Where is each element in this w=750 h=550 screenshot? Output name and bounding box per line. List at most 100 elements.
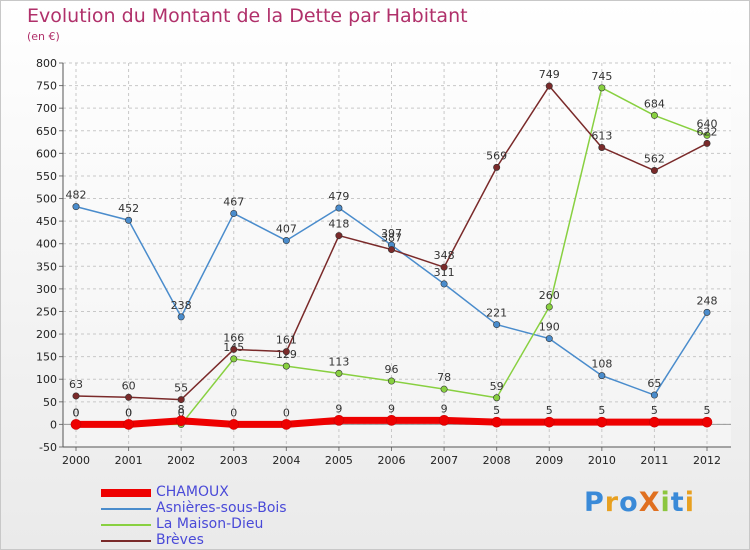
data-label-chamoux: 5 xyxy=(651,404,658,417)
data-label-asnieres-sous-bois: 65 xyxy=(647,377,661,390)
data-label-breves: 749 xyxy=(539,68,560,81)
data-label-chamoux: 5 xyxy=(704,404,711,417)
plot-area xyxy=(63,63,731,447)
legend-label-breves: Brèves xyxy=(156,532,204,548)
x-tick-label: 2011 xyxy=(640,454,668,467)
proxiti-logo: ProXiti xyxy=(584,487,695,518)
data-label-chamoux: 5 xyxy=(546,404,553,417)
data-label-asnieres-sous-bois: 407 xyxy=(276,223,297,236)
data-point-asnieres-sous-bois xyxy=(598,372,606,380)
data-label-breves: 63 xyxy=(69,378,83,391)
data-label-la-maison-dieu: 0 xyxy=(178,406,185,419)
data-label-la-maison-dieu: 0 xyxy=(125,406,132,419)
x-tick-label: 2002 xyxy=(167,454,195,467)
data-point-breves xyxy=(703,139,711,147)
data-label-breves: 161 xyxy=(276,334,297,347)
y-tick-label: 150 xyxy=(36,351,57,364)
data-label-breves: 569 xyxy=(486,149,507,162)
data-label-asnieres-sous-bois: 108 xyxy=(591,358,612,371)
y-tick-label: 600 xyxy=(36,147,57,160)
data-point-asnieres-sous-bois xyxy=(493,321,501,329)
data-point-chamoux xyxy=(701,416,713,428)
x-tick-label: 2003 xyxy=(220,454,248,467)
x-tick-label: 2010 xyxy=(588,454,616,467)
data-point-chamoux xyxy=(438,415,450,426)
data-point-breves xyxy=(440,263,448,271)
data-label-la-maison-dieu: 260 xyxy=(539,289,560,302)
data-point-chamoux xyxy=(543,416,555,428)
data-point-asnieres-sous-bois xyxy=(282,237,290,245)
data-label-breves: 418 xyxy=(328,218,349,231)
data-point-breves xyxy=(125,393,133,401)
y-tick-label: 400 xyxy=(36,238,57,251)
data-point-asnieres-sous-bois xyxy=(125,216,133,224)
data-label-breves: 55 xyxy=(174,382,188,395)
legend-swatch-breves xyxy=(101,540,151,542)
data-point-la-maison-dieu xyxy=(545,303,553,311)
data-label-breves: 348 xyxy=(434,249,455,262)
data-point-chamoux xyxy=(70,419,82,430)
data-label-asnieres-sous-bois: 452 xyxy=(118,202,139,215)
data-label-asnieres-sous-bois: 467 xyxy=(223,195,244,208)
data-label-chamoux: 9 xyxy=(388,402,395,415)
data-label-asnieres-sous-bois: 397 xyxy=(381,227,402,240)
logo-letter: r xyxy=(604,487,620,518)
data-point-la-maison-dieu xyxy=(650,111,658,119)
data-point-la-maison-dieu xyxy=(493,394,501,402)
x-tick-label: 2008 xyxy=(483,454,511,467)
y-tick-label: 500 xyxy=(36,193,57,206)
x-tick-label: 2005 xyxy=(325,454,353,467)
data-point-chamoux xyxy=(491,416,502,428)
data-point-breves xyxy=(72,392,80,400)
data-point-la-maison-dieu xyxy=(335,369,343,377)
data-label-la-maison-dieu: 59 xyxy=(490,380,504,393)
logo-letter: P xyxy=(584,487,605,518)
data-point-breves xyxy=(335,232,343,240)
data-point-asnieres-sous-bois xyxy=(440,280,448,288)
data-label-la-maison-dieu: 745 xyxy=(591,70,612,83)
data-label-chamoux: 5 xyxy=(598,404,605,417)
y-tick-label: 450 xyxy=(36,215,57,228)
legend-swatch-la-maison-dieu xyxy=(101,524,151,526)
data-point-la-maison-dieu xyxy=(387,377,395,385)
x-tick-label: 2001 xyxy=(115,454,143,467)
data-point-la-maison-dieu xyxy=(282,362,290,370)
data-label-breves: 387 xyxy=(381,232,402,245)
data-point-breves xyxy=(177,396,185,404)
data-point-breves xyxy=(282,348,290,356)
x-tick-label: 2006 xyxy=(378,454,406,467)
data-label-la-maison-dieu: 113 xyxy=(328,355,349,368)
data-point-asnieres-sous-bois xyxy=(230,209,238,217)
data-label-breves: 166 xyxy=(223,331,244,344)
data-label-chamoux: 5 xyxy=(493,404,500,417)
data-point-breves xyxy=(545,82,553,90)
data-label-asnieres-sous-bois: 248 xyxy=(697,294,718,307)
x-tick-label: 2000 xyxy=(62,454,90,467)
y-tick-label: 750 xyxy=(36,80,57,93)
data-label-asnieres-sous-bois: 238 xyxy=(171,299,192,312)
data-point-breves xyxy=(493,163,501,171)
y-tick-label: 700 xyxy=(36,102,57,115)
data-point-la-maison-dieu xyxy=(440,385,448,393)
data-point-breves xyxy=(230,345,238,353)
data-point-la-maison-dieu xyxy=(703,131,711,139)
data-point-asnieres-sous-bois xyxy=(650,391,658,399)
data-label-chamoux: 0 xyxy=(73,406,80,419)
data-point-asnieres-sous-bois xyxy=(335,204,343,212)
logo-letter: X xyxy=(638,487,661,518)
legend-label-chamoux: CHAMOUX xyxy=(156,484,229,500)
data-point-la-maison-dieu xyxy=(598,84,606,92)
y-tick-label: 550 xyxy=(36,170,57,183)
x-tick-label: 2007 xyxy=(430,454,458,467)
y-tick-label: 200 xyxy=(36,328,57,341)
x-tick-label: 2012 xyxy=(693,454,721,467)
data-point-chamoux xyxy=(123,419,134,430)
y-tick-label: 350 xyxy=(36,260,57,273)
y-tick-label: 50 xyxy=(43,396,57,409)
data-point-asnieres-sous-bois xyxy=(703,308,711,316)
chart-title: Evolution du Montant de la Dette par Hab… xyxy=(27,5,468,27)
data-label-la-maison-dieu: 640 xyxy=(697,117,718,130)
data-label-asnieres-sous-bois: 221 xyxy=(486,307,507,320)
data-point-asnieres-sous-bois xyxy=(72,203,80,211)
